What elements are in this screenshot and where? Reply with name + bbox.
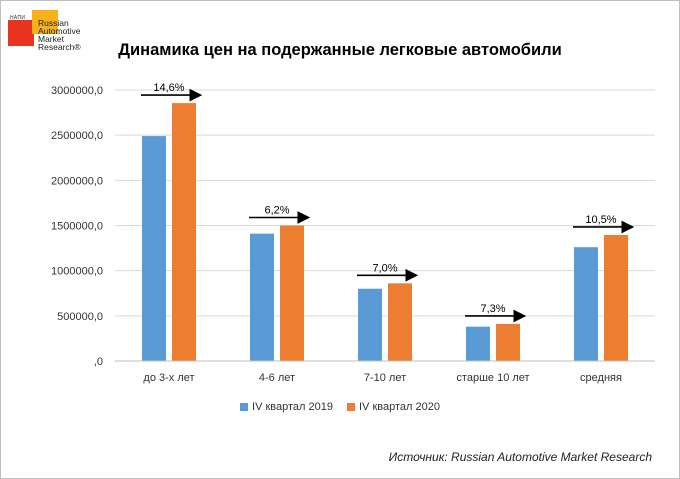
logo-red-square (8, 20, 34, 46)
bar-2019 (358, 288, 382, 361)
y-tick-label: 3000000,0 (51, 85, 103, 97)
bar-2020 (388, 283, 412, 361)
legend-item-2020: IV квартал 2020 (347, 401, 440, 413)
chart-title: Динамика цен на подержанные легковые авт… (118, 41, 562, 59)
logo-yellow-square (32, 10, 58, 34)
bar-2019 (250, 233, 274, 361)
bar-2020 (172, 103, 196, 362)
growth-label: 7,0% (372, 262, 397, 274)
legend-swatch-2019 (240, 403, 249, 411)
logo-line: Market (38, 34, 64, 44)
legend-item-2019: IV квартал 2019 (240, 401, 333, 413)
y-tick-label: ,0 (94, 356, 103, 368)
logo-line: Russian (38, 18, 69, 28)
legend-label-2019: IV квартал 2019 (252, 401, 333, 413)
legend-swatch-2020 (347, 403, 355, 411)
source-note: Источник: Russian Automotive Market Rese… (388, 450, 652, 464)
bar-2019 (574, 247, 598, 361)
y-tick-label: 1500000,0 (51, 221, 103, 233)
growth-label: 14,6% (153, 82, 184, 94)
y-tick-label: 2500000,0 (51, 130, 103, 142)
x-tick-label: 7-10 лет (364, 372, 406, 384)
x-tick-label: 4-6 лет (259, 372, 295, 384)
y-tick-label: 1000000,0 (51, 266, 103, 278)
bar-2020 (496, 323, 520, 361)
growth-label: 7,3% (480, 303, 505, 315)
growth-label: 10,5% (585, 214, 616, 226)
growth-label: 6,2% (264, 205, 289, 217)
x-tick-label: средняя (580, 372, 622, 384)
x-tick-label: старше 10 лет (456, 372, 529, 384)
logo-small-text: НАПИ (10, 15, 26, 21)
y-tick-label: 2000000,0 (51, 175, 103, 187)
logo-text: Russian Automotive Market Research® (38, 18, 81, 52)
bar-2019 (142, 136, 166, 361)
logo: НАПИ Russian Automotive Market Research® (8, 8, 98, 68)
legend-label-2020: IV квартал 2020 (359, 401, 440, 413)
bar-2020 (280, 225, 304, 361)
bar-2020 (604, 234, 628, 361)
legend: IV квартал 2019 IV квартал 2020 (0, 401, 680, 413)
bar-2019 (466, 326, 490, 361)
logo-line: Research® (38, 42, 81, 52)
y-tick-label: 500000,0 (57, 311, 103, 323)
x-tick-label: до 3-х лет (143, 372, 194, 384)
logo-line: Automotive (38, 26, 81, 36)
